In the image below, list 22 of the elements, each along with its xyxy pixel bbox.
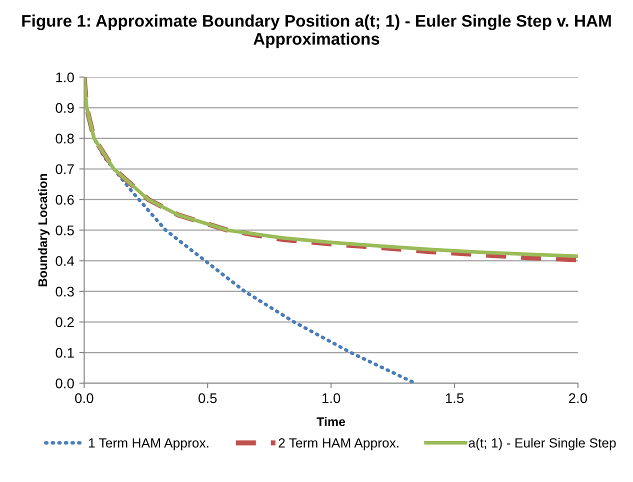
x-tick-label: 1.5 <box>446 393 464 404</box>
x-tick-label: 0.0 <box>75 393 94 404</box>
chart-title: Figure 1: Approximate Boundary Position a(t; 1) - Euler Single Step v. HAM Approximations <box>22 14 611 48</box>
legend-label: a(t; 1) - Euler Single Step <box>468 438 616 450</box>
y-tick-label: 0.6 <box>56 194 74 205</box>
legend-label: 1 Term HAM Approx. <box>89 438 208 450</box>
y-tick-label: 0.2 <box>56 317 74 328</box>
legend-label: 2 Term HAM Approx. <box>278 438 398 450</box>
x-tick-label: 1.0 <box>322 393 340 404</box>
x-tick-label: 0.5 <box>198 393 217 404</box>
y-tick-label: 1.0 <box>56 72 74 82</box>
x-tick-label: 2.0 <box>568 393 588 404</box>
y-axis-title: Boundary Location <box>38 174 50 286</box>
y-tick-label: 0.8 <box>56 134 74 144</box>
y-tick-label: 0.3 <box>56 286 74 297</box>
y-tick-label: 0.9 <box>56 103 74 113</box>
x-axis-title: Time <box>316 416 346 426</box>
y-tick-label: 0.7 <box>56 164 74 174</box>
y-tick-label: 0.1 <box>56 348 74 358</box>
y-tick-label: 0.0 <box>56 378 74 388</box>
y-tick-label: 0.5 <box>56 225 74 236</box>
y-tick-label: 0.4 <box>56 256 74 266</box>
